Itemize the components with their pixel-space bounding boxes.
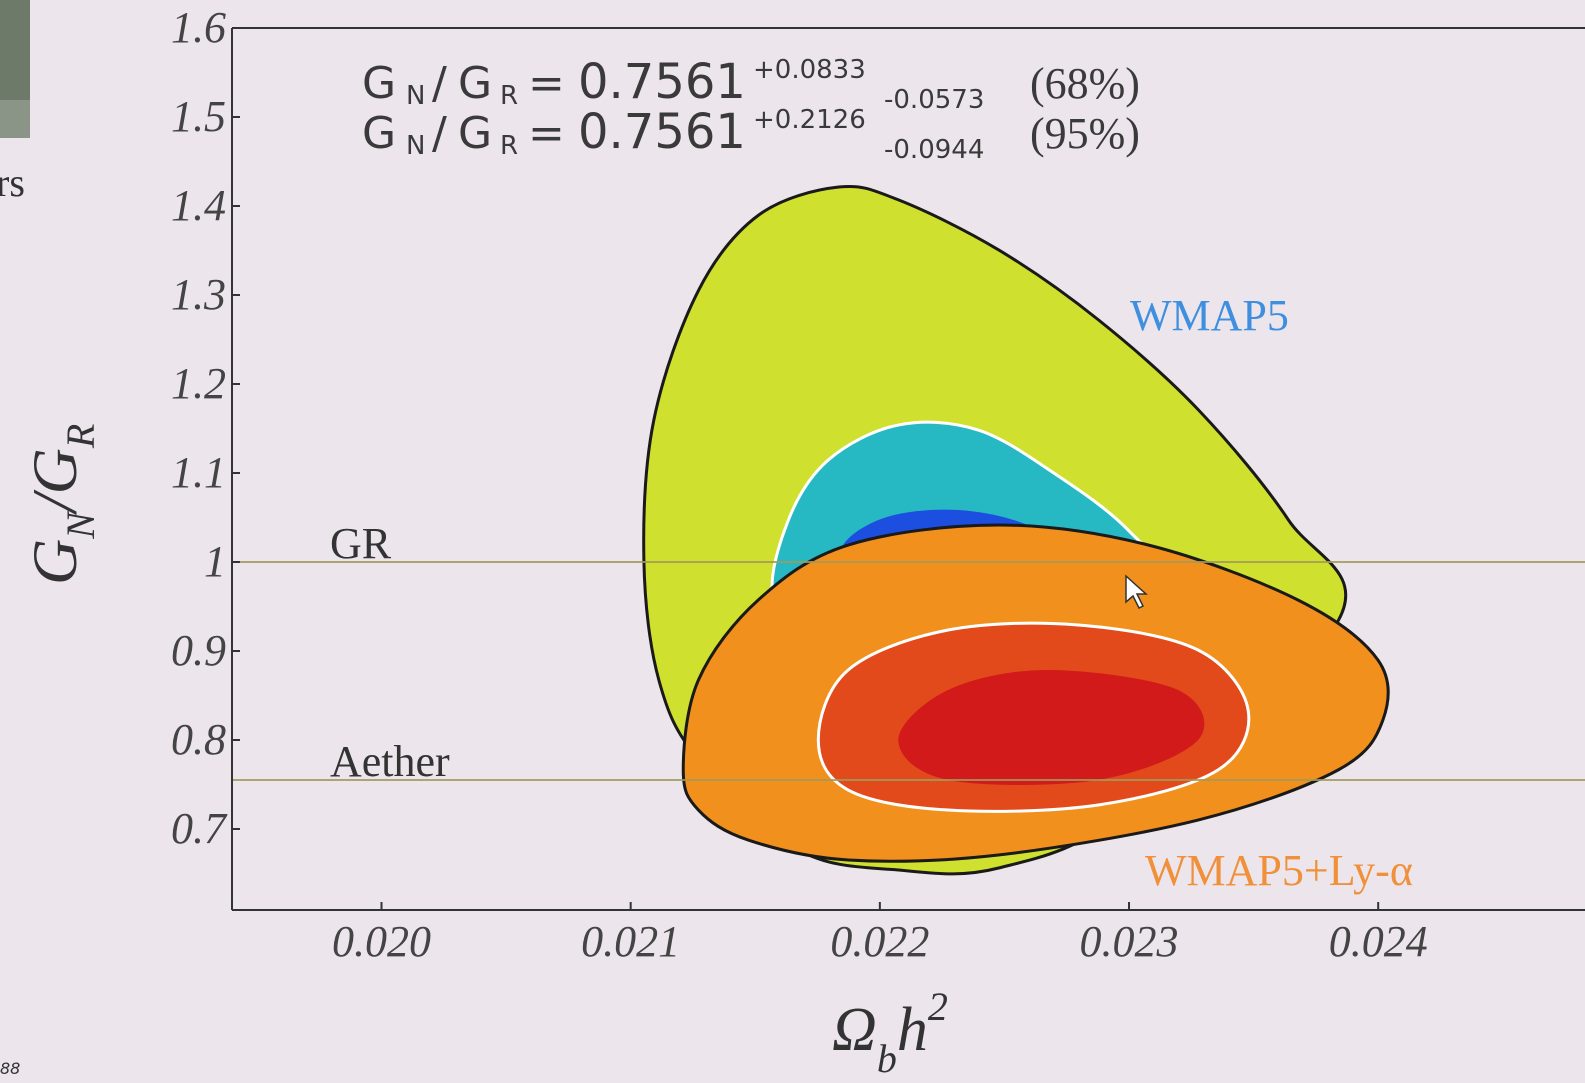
page-number: 88 (0, 1059, 20, 1078)
x-tick-label: 0.024 (1329, 917, 1428, 966)
side-text: rs (0, 160, 25, 205)
y-tick-label: 1.1 (171, 448, 226, 497)
x-tick-label: 0.021 (581, 917, 680, 966)
annotation-part: (68%) (1030, 59, 1140, 108)
thumbnail-photo-lower (0, 100, 30, 138)
x-axis-label-part: 2 (928, 984, 948, 1029)
y-tick-label: 1.5 (171, 92, 226, 141)
x-tick-label: 0.022 (830, 917, 929, 966)
annotation-part: N (406, 81, 425, 111)
slide: rs 88 GRAether1.61.51.41.31.21.110.90.80… (0, 0, 1585, 1083)
y-axis-label-part: N (58, 510, 103, 540)
y-tick-label: 1.4 (171, 181, 226, 230)
y-tick-label: 1.6 (171, 3, 226, 52)
annotation-part: N (406, 131, 425, 161)
annotation-part: +0.2126 (753, 105, 866, 135)
y-axis-label: GN/GR (19, 424, 103, 585)
annotation-part: G (362, 58, 396, 109)
annotation-part: / (432, 108, 447, 159)
x-tick-label: 0.023 (1080, 917, 1179, 966)
y-tick-label: 0.7 (171, 804, 228, 853)
y-axis-label-part: G (19, 448, 90, 494)
annotation-part: G (458, 58, 492, 109)
plot: GRAether1.61.51.41.31.21.110.90.80.70.02… (19, 3, 1585, 1081)
x-axis-label-part: Ω (832, 996, 877, 1064)
annotation-part: 0.7561 (578, 104, 746, 160)
annotation-part: -0.0944 (884, 135, 984, 165)
annotation-part: R (500, 131, 518, 161)
annotation-part: / (432, 58, 447, 109)
reference-label: GR (330, 519, 392, 568)
y-tick-label: 1 (204, 537, 226, 586)
annotation-part: 0.7561 (578, 54, 746, 110)
annotation-part: = (528, 108, 565, 159)
x-tick-label: 0.020 (332, 917, 431, 966)
y-tick-label: 0.9 (171, 626, 226, 675)
y-axis-label-part: G (19, 539, 90, 585)
reference-label: Aether (330, 737, 450, 786)
annotation-part: G (458, 108, 492, 159)
series-label: WMAP5 (1130, 291, 1289, 340)
x-axis-label-part: b (877, 1036, 897, 1081)
annotation-part: (95%) (1030, 109, 1140, 158)
y-axis-label-part: R (58, 424, 103, 449)
annotation-part: -0.0573 (884, 85, 984, 115)
y-tick-label: 0.8 (171, 715, 226, 764)
x-axis-label-part: h (897, 996, 928, 1064)
annotation-part: R (500, 81, 518, 111)
series-label: WMAP5+Ly-α (1145, 846, 1413, 895)
y-tick-label: 1.3 (171, 270, 226, 319)
annotation-part: +0.0833 (753, 55, 866, 85)
y-tick-label: 1.2 (171, 359, 226, 408)
annotation-part: G (362, 108, 396, 159)
annotation-part: = (528, 58, 565, 109)
x-axis-label: Ωbh2 (832, 984, 948, 1081)
